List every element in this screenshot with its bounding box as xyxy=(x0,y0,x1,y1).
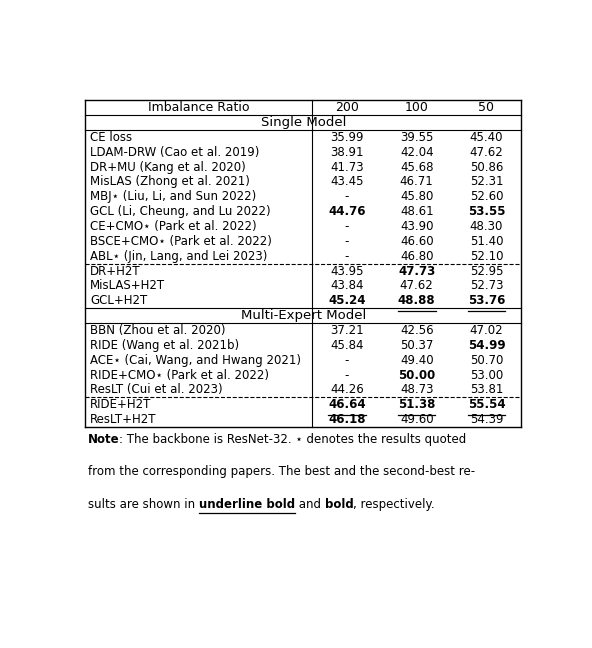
Text: ACE⋆ (Cai, Wang, and Hwang 2021): ACE⋆ (Cai, Wang, and Hwang 2021) xyxy=(90,354,301,367)
Text: 47.62: 47.62 xyxy=(469,146,503,159)
Text: 46.71: 46.71 xyxy=(400,176,433,189)
Text: GCL (Li, Cheung, and Lu 2022): GCL (Li, Cheung, and Lu 2022) xyxy=(90,205,271,218)
Text: 52.73: 52.73 xyxy=(469,279,503,292)
Text: 45.24: 45.24 xyxy=(328,294,366,307)
Text: 43.84: 43.84 xyxy=(330,279,363,292)
Text: CE loss: CE loss xyxy=(90,131,132,144)
Text: 42.56: 42.56 xyxy=(400,324,433,337)
Text: 50.70: 50.70 xyxy=(470,354,503,367)
Text: 48.30: 48.30 xyxy=(470,220,503,233)
Text: 51.40: 51.40 xyxy=(469,235,503,248)
Text: 53.81: 53.81 xyxy=(470,384,503,397)
Text: 45.40: 45.40 xyxy=(469,131,503,144)
Text: 50.00: 50.00 xyxy=(398,369,435,382)
Text: -: - xyxy=(345,369,349,382)
Text: ResLT (Cui et al. 2023): ResLT (Cui et al. 2023) xyxy=(90,384,223,397)
Text: 42.04: 42.04 xyxy=(400,146,433,159)
Text: RIDE+CMO⋆ (Park et al. 2022): RIDE+CMO⋆ (Park et al. 2022) xyxy=(90,369,269,382)
Text: 46.80: 46.80 xyxy=(400,249,433,262)
Text: -: - xyxy=(345,354,349,367)
Text: 49.60: 49.60 xyxy=(400,413,433,426)
Text: -: - xyxy=(345,235,349,248)
Text: -: - xyxy=(345,220,349,233)
Text: RIDE+H2T: RIDE+H2T xyxy=(90,399,152,411)
Text: 54.99: 54.99 xyxy=(468,339,506,352)
Text: 55.54: 55.54 xyxy=(468,399,506,411)
Text: MBJ⋆ (Liu, Li, and Sun 2022): MBJ⋆ (Liu, Li, and Sun 2022) xyxy=(90,191,256,203)
Text: 43.95: 43.95 xyxy=(330,264,363,277)
Text: BSCE+CMO⋆ (Park et al. 2022): BSCE+CMO⋆ (Park et al. 2022) xyxy=(90,235,272,248)
Text: 52.31: 52.31 xyxy=(469,176,503,189)
Text: LDAM-DRW (Cao et al. 2019): LDAM-DRW (Cao et al. 2019) xyxy=(90,146,259,159)
Text: MisLAS (Zhong et al. 2021): MisLAS (Zhong et al. 2021) xyxy=(90,176,250,189)
Text: Note: Note xyxy=(88,433,120,446)
Text: underline bold: underline bold xyxy=(199,498,295,511)
Text: 48.88: 48.88 xyxy=(398,294,436,307)
Text: 43.45: 43.45 xyxy=(330,176,363,189)
Text: 45.84: 45.84 xyxy=(330,339,363,352)
Text: : The backbone is ResNet-32. ⋆ denotes the results quoted: : The backbone is ResNet-32. ⋆ denotes t… xyxy=(120,433,466,446)
Text: Multi-Expert Model: Multi-Expert Model xyxy=(241,309,366,322)
Text: DR+H2T: DR+H2T xyxy=(90,264,141,277)
Text: from the corresponding papers. The best and the second-best re-: from the corresponding papers. The best … xyxy=(88,465,475,478)
Text: 100: 100 xyxy=(405,101,429,114)
Text: 37.21: 37.21 xyxy=(330,324,364,337)
Text: 45.80: 45.80 xyxy=(400,191,433,203)
Text: 45.68: 45.68 xyxy=(400,161,433,174)
Text: bold: bold xyxy=(324,498,353,511)
Text: 50.86: 50.86 xyxy=(470,161,503,174)
Text: 53.55: 53.55 xyxy=(468,205,505,218)
Text: 35.99: 35.99 xyxy=(330,131,363,144)
Text: 44.26: 44.26 xyxy=(330,384,364,397)
Text: 43.90: 43.90 xyxy=(400,220,433,233)
Text: 47.62: 47.62 xyxy=(400,279,433,292)
Text: 46.18: 46.18 xyxy=(328,413,366,426)
Text: 44.76: 44.76 xyxy=(328,205,366,218)
Text: DR+MU (Kang et al. 2020): DR+MU (Kang et al. 2020) xyxy=(90,161,246,174)
Text: 39.55: 39.55 xyxy=(400,131,433,144)
Text: ResLT+H2T: ResLT+H2T xyxy=(90,413,156,426)
Text: sults are shown in: sults are shown in xyxy=(88,498,199,511)
Text: -: - xyxy=(345,249,349,262)
Text: 46.60: 46.60 xyxy=(400,235,433,248)
Text: CE+CMO⋆ (Park et al. 2022): CE+CMO⋆ (Park et al. 2022) xyxy=(90,220,257,233)
Text: ABL⋆ (Jin, Lang, and Lei 2023): ABL⋆ (Jin, Lang, and Lei 2023) xyxy=(90,249,268,262)
Text: 52.95: 52.95 xyxy=(469,264,503,277)
Text: 49.40: 49.40 xyxy=(400,354,433,367)
Text: Single Model: Single Model xyxy=(260,116,346,129)
Text: 52.60: 52.60 xyxy=(469,191,503,203)
Text: 53.00: 53.00 xyxy=(470,369,503,382)
Text: -: - xyxy=(345,191,349,203)
Text: 53.76: 53.76 xyxy=(468,294,505,307)
Text: 38.91: 38.91 xyxy=(330,146,363,159)
Text: 50: 50 xyxy=(478,101,494,114)
Text: 52.10: 52.10 xyxy=(469,249,503,262)
Text: MisLAS+H2T: MisLAS+H2T xyxy=(90,279,165,292)
Text: Imbalance Ratio: Imbalance Ratio xyxy=(148,101,250,114)
Text: 200: 200 xyxy=(335,101,359,114)
Text: 50.37: 50.37 xyxy=(400,339,433,352)
Text: 47.73: 47.73 xyxy=(398,264,435,277)
Text: , respectively.: , respectively. xyxy=(353,498,435,511)
Text: and: and xyxy=(295,498,324,511)
Text: 46.64: 46.64 xyxy=(328,399,366,411)
Text: 47.02: 47.02 xyxy=(469,324,503,337)
Text: 48.61: 48.61 xyxy=(400,205,433,218)
Text: 54.39: 54.39 xyxy=(469,413,503,426)
Text: 41.73: 41.73 xyxy=(330,161,364,174)
Text: GCL+H2T: GCL+H2T xyxy=(90,294,147,307)
Text: 51.38: 51.38 xyxy=(398,399,435,411)
Text: 48.73: 48.73 xyxy=(400,384,433,397)
Text: RIDE (Wang et al. 2021b): RIDE (Wang et al. 2021b) xyxy=(90,339,239,352)
Text: BBN (Zhou et al. 2020): BBN (Zhou et al. 2020) xyxy=(90,324,226,337)
